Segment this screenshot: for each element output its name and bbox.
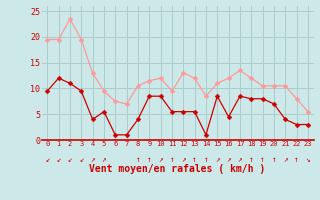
Text: ↑: ↑ — [136, 156, 140, 164]
Text: ↑: ↑ — [192, 156, 197, 164]
Text: ↘: ↘ — [306, 156, 310, 164]
X-axis label: Vent moyen/en rafales ( km/h ): Vent moyen/en rafales ( km/h ) — [90, 164, 266, 174]
Text: ↗: ↗ — [283, 156, 288, 164]
Text: ↑: ↑ — [249, 156, 253, 164]
Text: ↑: ↑ — [170, 156, 174, 164]
Text: ↗: ↗ — [181, 156, 186, 164]
Text: ↗: ↗ — [215, 156, 220, 164]
Text: ↙: ↙ — [56, 156, 61, 164]
Text: ↑: ↑ — [147, 156, 152, 164]
Text: ↗: ↗ — [102, 156, 106, 164]
Text: ↙: ↙ — [68, 156, 72, 164]
Text: ↗: ↗ — [90, 156, 95, 164]
Text: ↗: ↗ — [226, 156, 231, 164]
Text: ↙: ↙ — [79, 156, 84, 164]
Text: ↙: ↙ — [45, 156, 50, 164]
Text: ↑: ↑ — [260, 156, 265, 164]
Text: ↑: ↑ — [294, 156, 299, 164]
Text: ↗: ↗ — [158, 156, 163, 164]
Text: ↑: ↑ — [204, 156, 208, 164]
Text: ↑: ↑ — [272, 156, 276, 164]
Text: ↗: ↗ — [238, 156, 242, 164]
